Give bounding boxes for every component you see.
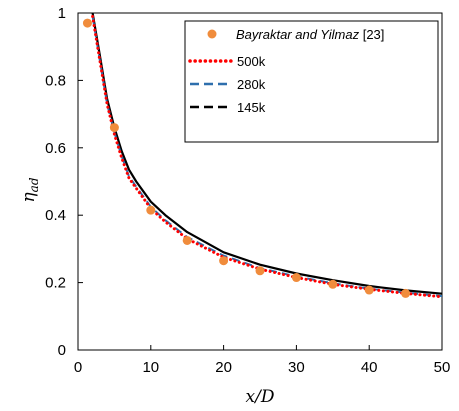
y-axis-ticks: 0 0.2 0.4 0.6 0.8 1: [45, 5, 83, 359]
legend-marker-experiment: [207, 29, 217, 39]
data-point-experiment: [219, 256, 229, 266]
data-point-experiment: [255, 266, 265, 276]
y-tick-label: 0.4: [45, 207, 66, 224]
data-point-experiment: [82, 18, 92, 28]
series-line-145k: [91, 12, 443, 295]
y-axis-title: ηad: [19, 177, 41, 202]
series-layer: [82, 12, 444, 299]
data-point-experiment: [364, 285, 374, 295]
legend-label-280k: 280k: [237, 77, 266, 92]
legend-item-500k: 500k: [188, 54, 266, 69]
x-axis-ticks: 0 10 20 30 40 50: [74, 345, 451, 376]
x-tick-label: 10: [142, 359, 159, 376]
legend-item-145k: 145k: [190, 100, 266, 115]
y-tick-label: 0.2: [45, 275, 66, 292]
x-tick-label: 0: [74, 359, 82, 376]
data-point-experiment: [109, 123, 119, 133]
plot-frame: [77, 12, 443, 351]
legend-label-experiment: Bayraktar and Yilmaz [23]: [236, 27, 384, 42]
data-point-experiment: [182, 235, 192, 245]
legend-label-experiment-authors: Bayraktar and Yilmaz: [236, 27, 360, 42]
legend-item-experiment: Bayraktar and Yilmaz [23]: [207, 27, 384, 42]
y-tick-label: 1: [58, 5, 66, 22]
data-point-experiment: [291, 273, 301, 283]
data-point-experiment: [328, 279, 338, 289]
data-point-experiment: [401, 288, 411, 298]
y-tick-label: 0.8: [45, 72, 66, 89]
legend-label-500k: 500k: [237, 54, 266, 69]
x-tick-label: 20: [215, 359, 232, 376]
y-tick-label: 0: [58, 342, 66, 359]
legend-label-experiment-ref: [23]: [359, 27, 384, 42]
legend-item-280k: 280k: [190, 77, 266, 92]
x-tick-label: 30: [288, 359, 305, 376]
y-tick-label: 0.6: [45, 140, 66, 157]
legend: Bayraktar and Yilmaz [23] 500k 280k 145k: [184, 20, 439, 143]
legend-label-145k: 145k: [237, 100, 266, 115]
series-line-280k: [91, 16, 443, 298]
x-tick-label: 50: [434, 359, 451, 376]
legend-box: [184, 20, 439, 143]
x-tick-label: 40: [361, 359, 378, 376]
data-point-experiment: [146, 205, 156, 215]
y-axis-title-sub: ad: [27, 177, 41, 192]
x-axis-title: x/D: [246, 387, 275, 407]
y-axis-title-main: η: [19, 192, 39, 203]
